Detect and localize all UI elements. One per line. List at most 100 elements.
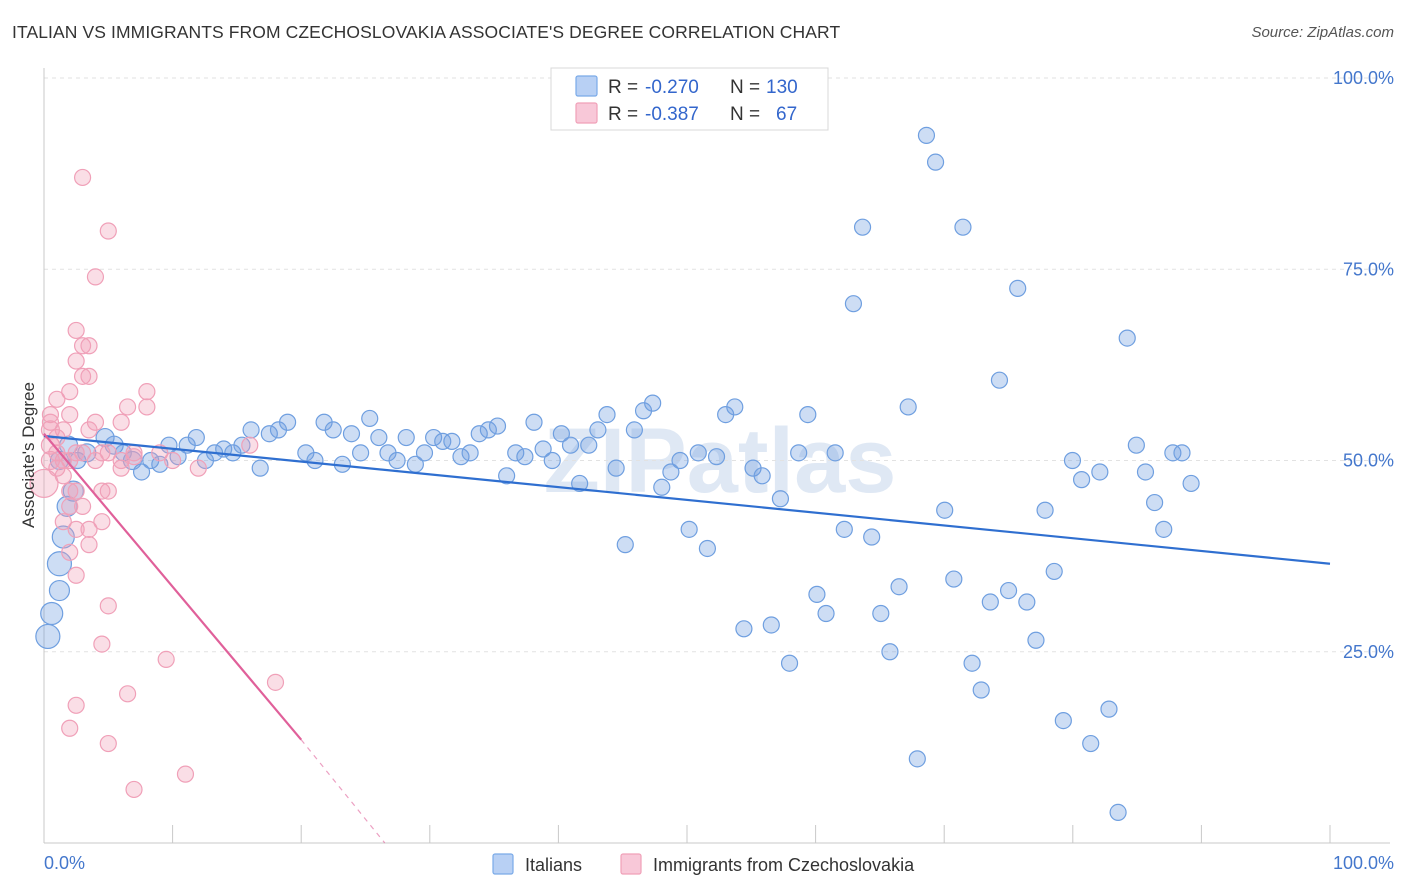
point-italians-116 <box>1063 451 1082 470</box>
point-italians-89 <box>817 604 835 623</box>
trend-layer <box>43 433 1331 844</box>
point-italians-64 <box>589 421 607 439</box>
point-czech-37 <box>80 367 98 385</box>
chart-title: ITALIAN VS IMMIGRANTS FROM CZECHOSLOVAKI… <box>12 22 841 42</box>
point-italians-68 <box>625 421 643 439</box>
point-italians-74 <box>680 520 698 538</box>
point-czech-57 <box>125 780 143 799</box>
point-italians-110 <box>1009 279 1027 297</box>
point-italians-57 <box>525 413 543 431</box>
point-czech-51 <box>112 459 130 477</box>
point-italians-96 <box>881 643 899 661</box>
point-italians-63 <box>580 436 598 454</box>
point-italians-125 <box>1146 493 1164 512</box>
point-czech-58 <box>138 383 156 401</box>
point-czech-41 <box>93 444 111 462</box>
point-italians-83 <box>762 616 780 634</box>
point-czech-0 <box>29 468 59 499</box>
point-italians-73 <box>671 451 689 470</box>
legend-box: R = -0.270 N = 130 R = -0.387 N = 67 <box>550 67 829 131</box>
point-czech-24 <box>67 520 85 538</box>
point-italians-111 <box>1018 593 1036 611</box>
point-italians-106 <box>972 681 990 699</box>
point-czech-32 <box>73 497 92 515</box>
point-italians-115 <box>1054 711 1072 730</box>
point-italians-114 <box>1045 562 1063 581</box>
point-italians-21 <box>187 428 205 447</box>
legend-n-label-2: N = <box>730 104 760 125</box>
point-italians-2 <box>48 579 71 602</box>
point-czech-20 <box>67 321 85 340</box>
point-czech-43 <box>93 513 111 531</box>
point-czech-49 <box>99 734 117 753</box>
point-italians-103 <box>945 570 963 588</box>
point-czech-36 <box>80 536 98 554</box>
axes: 100.0% 75.0% 50.0% 25.0% <box>43 68 1394 844</box>
point-italians-90 <box>826 444 844 462</box>
point-italians-75 <box>689 444 707 462</box>
point-czech-28 <box>73 168 92 187</box>
point-italians-72 <box>662 463 680 481</box>
point-czech-53 <box>118 398 137 416</box>
point-italians-127 <box>1164 444 1182 462</box>
point-italians-91 <box>835 520 853 538</box>
point-czech-18 <box>61 497 79 515</box>
point-italians-123 <box>1127 436 1145 454</box>
point-italians-37 <box>342 425 361 443</box>
point-czech-66 <box>241 436 259 454</box>
point-czech-42 <box>93 635 111 653</box>
point-italians-45 <box>415 444 434 462</box>
point-italians-108 <box>990 371 1009 389</box>
point-czech-10 <box>54 451 72 470</box>
point-czech-45 <box>99 222 117 240</box>
point-italians-48 <box>443 432 461 450</box>
point-italians-120 <box>1100 700 1118 718</box>
legend-r-value-1: -0.270 <box>645 77 699 98</box>
point-italians-67 <box>616 536 634 554</box>
point-czech-9 <box>48 390 66 408</box>
x-tick-label-max: 100.0% <box>1333 853 1394 873</box>
trend-line-italians <box>43 434 1331 565</box>
point-czech-25 <box>67 566 85 584</box>
point-czech-17 <box>61 482 79 500</box>
point-italians-95 <box>872 604 890 623</box>
point-italians-102 <box>936 501 954 519</box>
y-axis-title: Associate's Degree <box>19 382 38 528</box>
series-layer <box>29 126 1200 822</box>
point-czech-27 <box>61 719 79 737</box>
point-czech-11 <box>54 421 72 439</box>
point-czech-54 <box>118 685 137 703</box>
point-czech-56 <box>125 448 143 466</box>
point-italians-61 <box>561 436 580 454</box>
legend-r-label-2: R = <box>608 104 638 125</box>
point-italians-59 <box>543 451 561 470</box>
point-italians-105 <box>963 654 981 672</box>
point-czech-52 <box>112 413 130 431</box>
legend-r-value-2: -0.387 <box>645 104 699 125</box>
point-italians-3 <box>46 551 73 577</box>
trend-line-czech <box>43 433 303 741</box>
y-tick-label-100: 100.0% <box>1333 68 1394 88</box>
point-czech-13 <box>54 513 72 531</box>
point-italians-128 <box>1173 444 1191 462</box>
point-italians-126 <box>1155 520 1173 538</box>
point-italians-65 <box>598 406 616 424</box>
point-italians-56 <box>516 448 534 466</box>
y-tick-label-50: 50.0% <box>1343 451 1394 471</box>
point-italians-60 <box>552 425 570 443</box>
y-tick-label-25: 25.0% <box>1343 642 1394 662</box>
point-italians-94 <box>863 528 881 546</box>
point-czech-65 <box>266 673 285 691</box>
point-italians-84 <box>771 490 790 508</box>
point-czech-29 <box>73 337 92 355</box>
point-czech-39 <box>86 413 105 431</box>
point-italians-40 <box>370 428 388 447</box>
point-italians-97 <box>890 578 908 596</box>
bottom-legend-label-italians: Italians <box>525 855 582 875</box>
point-czech-31 <box>73 444 92 462</box>
bottom-legend-label-czech: Immigrants from Czechoslovakia <box>653 855 915 875</box>
source-label: Source: ZipAtlas.com <box>1251 24 1394 41</box>
point-italians-117 <box>1072 471 1091 489</box>
point-italians-51 <box>470 425 488 443</box>
point-italians-39 <box>361 409 379 428</box>
